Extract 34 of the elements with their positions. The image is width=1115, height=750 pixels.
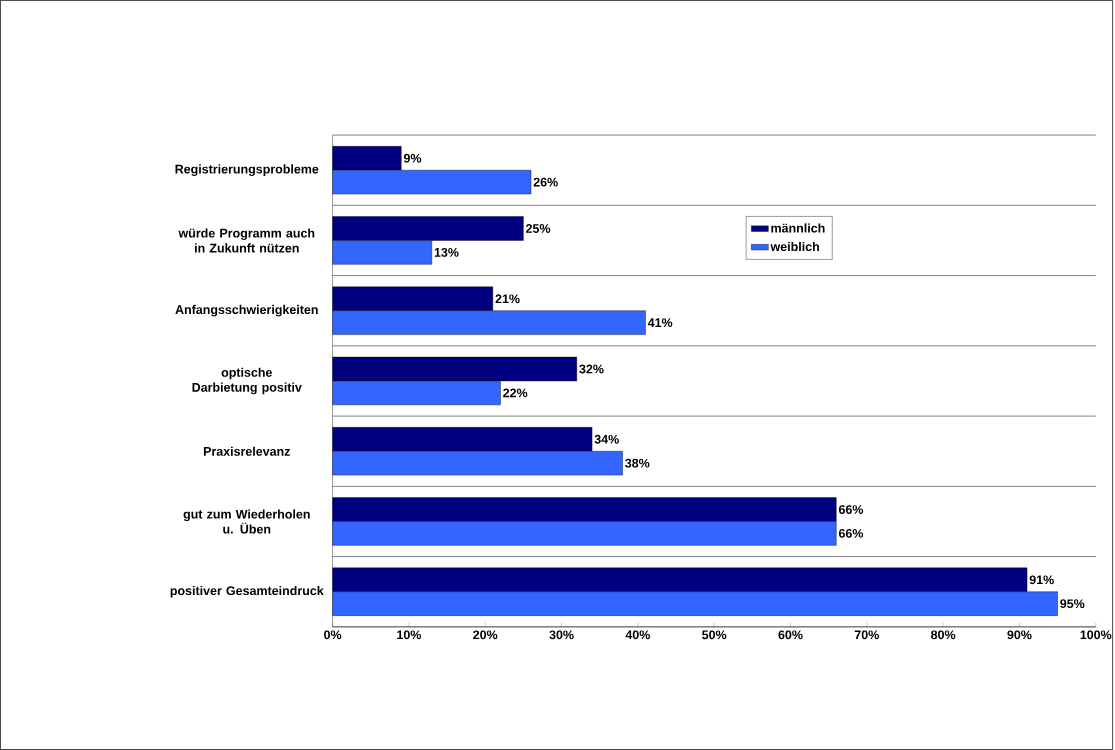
data-label: 66% <box>838 529 864 538</box>
data-label: 9% <box>403 153 422 163</box>
y-tick-label: würde Programm auch in Zukunft nützen <box>178 228 315 253</box>
y-tick-label: gut zum Wiederholen u. Üben <box>183 509 310 534</box>
data-label: 34% <box>594 434 619 444</box>
data-label: 41% <box>647 318 673 328</box>
data-label: 21% <box>495 294 520 304</box>
data-label: 91% <box>1029 575 1054 585</box>
x-tick-label: 100% <box>1080 630 1112 640</box>
x-tick-label: 90% <box>1007 630 1032 640</box>
x-tick-label: 50% <box>702 630 727 640</box>
data-label: 95% <box>1060 599 1085 609</box>
data-label: 22% <box>503 388 528 398</box>
data-label: 66% <box>838 505 864 514</box>
data-label: 13% <box>434 247 459 257</box>
x-tick-label: 20% <box>473 630 498 640</box>
x-tick-label: 0% <box>324 630 342 640</box>
x-tick-label: 40% <box>625 630 650 640</box>
y-tick-label: optische Darbietung positiv <box>192 367 302 395</box>
x-tick-label: 80% <box>931 630 956 640</box>
data-label: 38% <box>625 458 650 468</box>
data-label: 25% <box>526 224 551 233</box>
data-label: 26% <box>533 177 558 187</box>
y-tick-label: Anfangsschwierigkeiten <box>175 304 318 317</box>
x-tick-label: 70% <box>854 630 879 640</box>
legend-label: weiblich <box>770 241 819 252</box>
x-tick-label: 60% <box>778 630 803 640</box>
y-tick-label: Praxisrelevanz <box>203 446 290 456</box>
x-tick-label: 10% <box>397 630 422 640</box>
y-tick-label: Registrierungsprobleme <box>175 164 319 177</box>
y-tick-label: positiver Gesamteindruck <box>170 585 324 598</box>
legend-label: männlich <box>771 223 825 233</box>
data-label: 32% <box>579 364 604 374</box>
x-tick-label: 30% <box>549 630 574 640</box>
